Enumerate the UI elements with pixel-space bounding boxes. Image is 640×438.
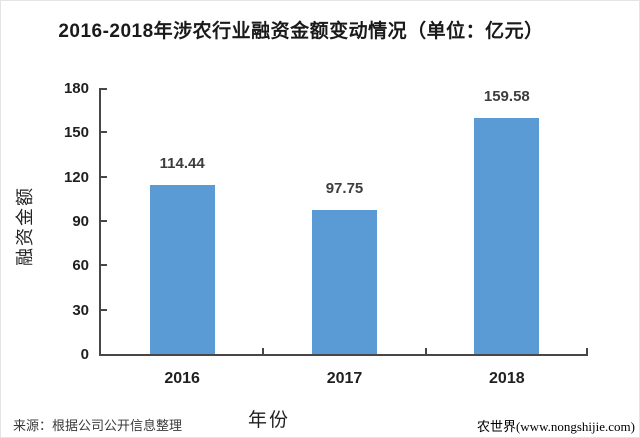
bar-value-label: 97.75	[325, 179, 364, 197]
y-tick	[101, 220, 107, 222]
y-tick-label: 180	[63, 80, 89, 97]
x-axis-end-tick	[586, 348, 588, 354]
x-tick	[424, 348, 427, 354]
bar-2016	[149, 184, 215, 354]
y-tick-label: 120	[63, 168, 89, 186]
y-tick	[101, 175, 107, 178]
bar-value-label: 114.44	[159, 154, 205, 172]
source-note: 来源：根据公司公开信息整理	[13, 418, 183, 433]
bar-value-label: 159.58	[483, 88, 530, 106]
y-tick-label: 90	[72, 213, 89, 230]
x-axis-title: 年份	[247, 410, 290, 431]
y-tick	[101, 308, 107, 311]
y-axis-title: 融资金额	[15, 186, 35, 266]
plot-area: 0 30 60 90 120 150 180 114.44 2016 97.75 2017 159.5…	[64, 80, 588, 387]
x-tick	[262, 348, 265, 354]
y-tick-label: 0	[80, 346, 89, 363]
x-category-label: 2017	[326, 370, 363, 387]
y-tick-label: 150	[63, 124, 89, 142]
brand-watermark: 农世界(www.nongshijie.com)	[476, 419, 635, 434]
chart-title: 2016-2018年涉农行业融资金额变动情况（单位：亿元）	[58, 21, 544, 42]
bar-2017	[312, 209, 377, 354]
y-tick-label: 60	[72, 257, 89, 275]
y-tick	[101, 131, 107, 134]
bar-2018	[474, 118, 540, 354]
y-tick-label: 30	[72, 301, 89, 319]
y-tick	[101, 88, 107, 90]
x-category-label: 2018	[489, 370, 525, 387]
x-category-label: 2016	[164, 370, 200, 387]
y-tick	[101, 264, 107, 267]
